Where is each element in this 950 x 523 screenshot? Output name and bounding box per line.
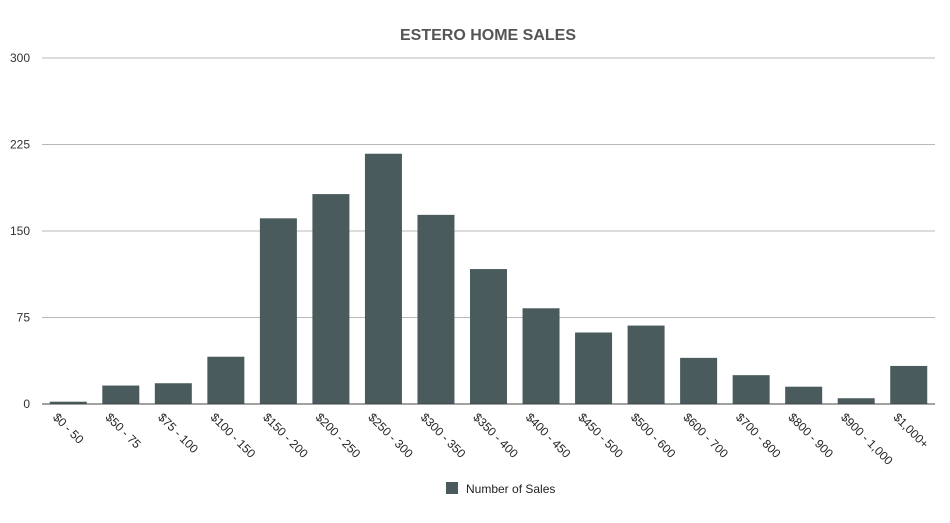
bar: [575, 332, 613, 404]
legend: Number of Sales: [446, 482, 555, 496]
x-tick-label: $500 - 600: [628, 410, 679, 461]
x-tick-label: $250 - 300: [365, 410, 416, 461]
y-tick-label: 300: [10, 51, 30, 65]
legend-label: Number of Sales: [466, 482, 555, 496]
bar: [417, 214, 455, 404]
bar: [49, 401, 87, 404]
bar: [312, 194, 350, 404]
bar: [522, 308, 560, 404]
bar: [102, 385, 140, 404]
bar: [837, 398, 875, 404]
x-tick-label: $300 - 350: [418, 410, 469, 461]
bar: [207, 356, 245, 404]
x-tick-label: $350 - 400: [470, 410, 521, 461]
x-tick-label: $600 - 700: [680, 410, 731, 461]
bar: [259, 218, 297, 404]
x-tick-label: $75 - 100: [155, 410, 201, 456]
y-tick-label: 75: [17, 311, 31, 325]
bar: [680, 357, 718, 404]
bar: [364, 153, 402, 404]
bars: [49, 153, 928, 404]
x-tick-label: $700 - 800: [733, 410, 784, 461]
y-axis: 300 225 150 75 0: [10, 51, 30, 411]
bar: [732, 375, 770, 404]
bar: [785, 386, 823, 404]
y-tick-label: 150: [10, 224, 30, 238]
x-tick-label: $900 - 1,000: [838, 410, 896, 468]
x-tick-label: $0 - 50: [50, 410, 87, 447]
x-tick-label: $150 - 200: [260, 410, 311, 461]
bar: [154, 383, 192, 404]
x-tick-label: $100 - 150: [208, 410, 259, 461]
x-tick-label: $800 - 900: [786, 410, 837, 461]
bar: [890, 365, 928, 404]
x-tick-label: $1,000+: [891, 410, 932, 451]
x-tick-label: $200 - 250: [313, 410, 364, 461]
y-tick-label: 225: [10, 138, 30, 152]
x-tick-label: $400 - 450: [523, 410, 574, 461]
x-tick-label: $50 - 75: [103, 410, 144, 451]
bar: [470, 269, 507, 404]
x-tick-label: $450 - 500: [575, 410, 626, 461]
bar: [627, 325, 665, 404]
legend-swatch: [446, 482, 458, 494]
x-axis: $0 - 50 $50 - 75 $75 - 100 $100 - 150 $150 -…: [50, 410, 931, 468]
y-tick-label: 0: [23, 397, 30, 411]
chart-title: ESTERO HOME SALES: [400, 27, 576, 44]
